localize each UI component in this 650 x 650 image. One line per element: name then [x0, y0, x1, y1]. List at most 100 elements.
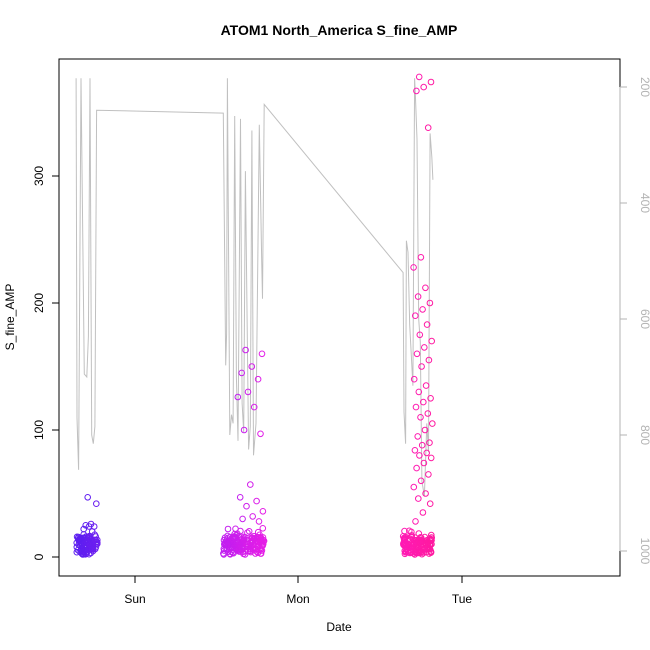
data-point [249, 513, 256, 520]
data-point [417, 253, 425, 261]
x-axis-title: Date [326, 620, 352, 634]
data-point [412, 312, 419, 320]
data-point [424, 410, 432, 417]
y-tick-label: 100 [32, 420, 46, 440]
data-point [411, 447, 419, 454]
data-point [414, 433, 422, 440]
data-point [252, 550, 259, 557]
data-point [410, 264, 417, 271]
data-point [220, 547, 228, 554]
data-point [83, 550, 90, 557]
data-point [93, 500, 100, 508]
data-point [415, 495, 422, 502]
data-point [427, 395, 434, 402]
data-point [425, 471, 432, 478]
data-point [253, 497, 260, 505]
data-point [421, 344, 428, 351]
data-point [427, 536, 434, 543]
x-tick-label: Tue [452, 592, 473, 606]
data-point [87, 541, 94, 549]
data-point [422, 490, 429, 497]
right-tick-label: 800 [638, 425, 650, 445]
data-point [234, 393, 242, 401]
data-point [408, 540, 415, 547]
data-point [424, 124, 432, 131]
data-point [242, 548, 249, 555]
data-point [420, 398, 427, 406]
x-tick-label: Mon [286, 592, 309, 606]
chart-title: ATOM1 North_America S_fine_AMP [221, 22, 458, 38]
data-point [422, 382, 430, 389]
data-point [258, 350, 266, 358]
data-point [415, 388, 423, 396]
y-axis-title: S_fine_AMP [3, 284, 17, 351]
right-tick-label: 400 [638, 193, 650, 213]
data-point [255, 518, 263, 525]
data-point [238, 369, 245, 377]
data-point [418, 441, 426, 449]
right-series-line [75, 78, 434, 496]
data-point [424, 541, 432, 549]
data-point [79, 549, 87, 556]
data-point [410, 375, 418, 383]
data-point [419, 306, 426, 313]
data-point [254, 375, 262, 383]
data-point [423, 449, 431, 457]
data-point [78, 545, 85, 552]
scatter-points [73, 73, 436, 558]
data-point [243, 502, 250, 510]
data-point [426, 500, 434, 508]
data-point [413, 464, 420, 472]
data-point [245, 528, 253, 535]
data-point [418, 363, 425, 370]
data-point [427, 454, 435, 462]
data-point [246, 547, 254, 555]
data-point [413, 87, 420, 95]
data-point [257, 538, 264, 545]
data-point [226, 550, 234, 558]
x-tick-label: Sun [124, 592, 145, 606]
data-point [415, 73, 423, 81]
data-point [420, 545, 428, 553]
data-point [427, 78, 435, 86]
data-point [239, 515, 246, 523]
data-point [420, 459, 428, 467]
data-point [93, 539, 101, 546]
y-tick-label: 0 [32, 553, 46, 560]
data-point [88, 528, 96, 535]
data-point [413, 350, 421, 358]
data-point [259, 525, 267, 532]
data-point [224, 525, 232, 533]
data-point [80, 525, 87, 533]
series-layer [73, 73, 436, 558]
data-point [425, 356, 433, 364]
data-point [421, 533, 429, 541]
data-point [236, 546, 243, 553]
data-point [410, 550, 417, 557]
data-point [248, 363, 256, 370]
data-point [401, 550, 409, 558]
data-point [257, 430, 264, 438]
right-tick-label: 600 [638, 309, 650, 329]
data-point [254, 528, 262, 536]
data-point [231, 534, 238, 542]
data-point [429, 420, 436, 427]
data-point [224, 541, 232, 549]
data-point [410, 483, 418, 491]
data-point [419, 509, 427, 516]
data-point [427, 549, 435, 556]
data-point [428, 337, 436, 345]
data-point [423, 321, 431, 328]
data-point [250, 532, 258, 540]
data-point [82, 522, 89, 529]
data-point [236, 494, 244, 501]
data-point [408, 532, 416, 539]
data-point [252, 534, 259, 542]
data-point [230, 533, 237, 541]
data-point [415, 530, 423, 537]
data-point [247, 539, 254, 547]
y-tick-label: 200 [32, 293, 46, 313]
data-point [426, 439, 433, 447]
data-point [242, 346, 249, 354]
data-point [416, 331, 424, 339]
